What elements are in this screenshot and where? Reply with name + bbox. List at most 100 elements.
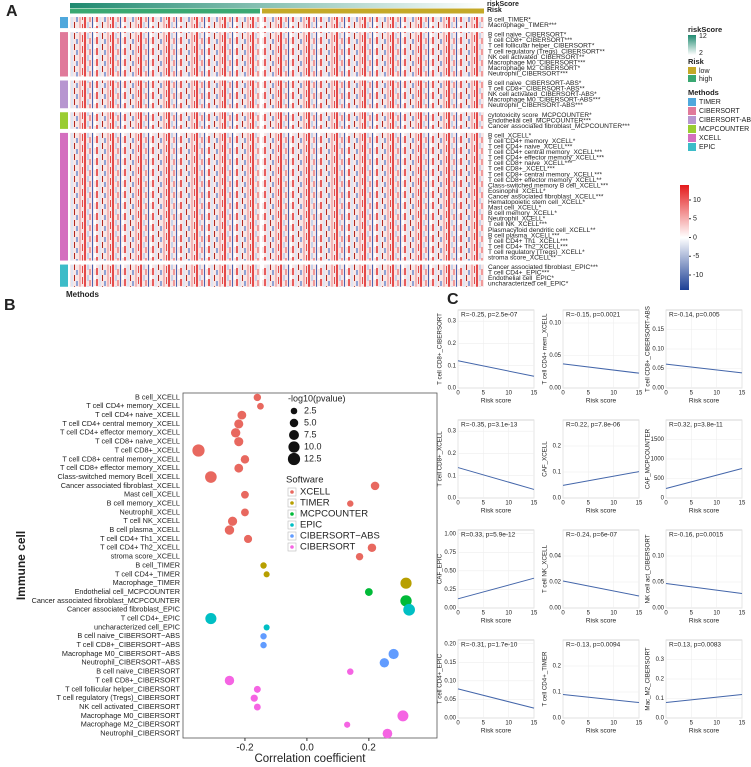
row-label: B cell_TIMER* [488, 17, 531, 24]
method-bar [60, 32, 68, 77]
y-tick-label: 0 [661, 496, 665, 502]
y-tick-label: 0.05 [652, 580, 664, 586]
x-tick-label: 15 [636, 501, 643, 507]
y-axis-label: CAF_MCPCOUNTER [645, 428, 652, 489]
dot [260, 641, 267, 649]
y-tick-label: 0.1 [448, 363, 457, 369]
y-axis-label: T cell CD4+_TIMER [542, 651, 549, 707]
legend-swatch [688, 134, 696, 142]
heatmap-block [262, 17, 484, 29]
legend-dot [290, 545, 294, 549]
dot [230, 428, 241, 438]
row-label: T cell CD8+_CIBERSORT-ABS** [488, 86, 585, 93]
legend-dot [290, 501, 294, 505]
y-tick-label: 0.15 [444, 660, 456, 666]
x-tick-label: 15 [739, 501, 746, 507]
y-tick-label: T cell CD8+_CIBERSORT [95, 675, 180, 684]
panel-label: C [447, 291, 459, 308]
dot [263, 624, 270, 631]
row-label: T cell CD8+_CIBERSORT*** [488, 37, 573, 44]
method-bar [60, 112, 68, 129]
y-tick-label: 1000 [651, 457, 665, 463]
row-label: T cell CD4+_EPIC*** [488, 270, 550, 277]
size-legend-dot [288, 441, 300, 453]
size-legend-label: 7.5 [304, 429, 317, 439]
legend-dot [290, 490, 294, 494]
row-label: T cell CD4+ Th2_XCELL*** [488, 243, 568, 250]
y-tick-label: 0.50 [444, 568, 456, 574]
y-tick-label: 0.00 [652, 386, 664, 392]
x-tick-label: 10 [713, 501, 720, 507]
row-label: T cell CD8+ naive_XCELL*** [488, 160, 573, 167]
row-label: Endothelial cell_EPIC* [488, 275, 554, 282]
legend-label: MCPCOUNTER [300, 509, 368, 520]
x-tick-label: 5 [587, 611, 591, 617]
y-tick-label: B cell memory_XCELL [107, 498, 180, 507]
y-tick-label: B cell_XCELL [135, 392, 180, 401]
dot [234, 463, 244, 473]
row-label: Macrophage_TIMER*** [488, 22, 557, 29]
heatmap-block [262, 112, 484, 129]
x-tick-label: 10 [505, 391, 512, 397]
y-axis-label: T cell CD8+_CIBERSORT-ABS [645, 306, 652, 392]
y-axis-label: T cell CD8+_CIBERSORT [437, 313, 444, 385]
y-tick-label: T cell CD8+ central memory_XCELL [62, 454, 180, 463]
x-tick-label: 15 [636, 611, 643, 617]
y-axis-label: NK cell act_CIBERSORT [645, 534, 652, 603]
row-label: T cell regulatory (Tregs)_XCELL* [488, 249, 585, 256]
annotation: R=-0.14, p=0.005 [669, 312, 720, 319]
dot [241, 508, 249, 517]
legend-swatch [688, 67, 696, 74]
annotation: R=-0.31, p=1.7e-10 [461, 642, 518, 649]
dot [224, 675, 235, 686]
trend-line [562, 363, 640, 374]
panel-label: B [4, 297, 16, 314]
x-tick-label: 10 [610, 721, 617, 727]
y-tick-label: B cell naive_CIBERSORT−ABS [77, 631, 180, 640]
annotation: R=0.13, p=0.0083 [669, 642, 721, 649]
legend-title: Software [286, 475, 324, 486]
row-label: B cell naive_CIBERSORT-ABS* [488, 80, 582, 87]
size-legend-label: 10.0 [304, 441, 322, 451]
y-tick-label: 0.10 [549, 321, 561, 327]
row-label: B cell_XCELL* [488, 132, 532, 139]
method-bar [60, 132, 68, 261]
x-tick-label: 0 [456, 501, 460, 507]
trend-line [457, 467, 535, 490]
heatmap-block [70, 17, 260, 29]
dot [355, 552, 364, 561]
y-tick-label: 0.0 [448, 386, 457, 392]
dot [241, 490, 249, 499]
colorbar-tick-label: 0 [693, 234, 697, 241]
y-tick-label: Cancer associated fibroblast_MCPCOUNTER [32, 596, 180, 605]
row-label: Macrophage M0_CIBERSORT-ABS*** [488, 97, 601, 104]
x-tick-label: 15 [739, 611, 746, 617]
size-legend-label: 2.5 [304, 405, 317, 415]
y-tick-label: T cell CD8+_CIBERSORT−ABS [76, 640, 180, 649]
y-tick-label: 0.20 [444, 641, 456, 647]
dot [347, 500, 354, 507]
x-tick-label: 10 [610, 611, 617, 617]
legend-title: Methods [688, 88, 719, 97]
y-tick-label: 1.00 [444, 531, 456, 537]
heatmap-block [70, 80, 260, 109]
y-tick-label: 0.3 [448, 429, 457, 435]
trend-line [457, 360, 535, 377]
y-tick-label: 0.00 [652, 606, 664, 612]
x-axis-label: Methods [66, 290, 99, 299]
y-tick-label: 0.1 [448, 473, 457, 479]
row-label: Class-switched memory B cell_XCELL*** [488, 182, 609, 189]
row-label: Cancer associated fibroblast_EPIC*** [488, 264, 598, 271]
dot [400, 595, 412, 607]
dot [344, 721, 351, 728]
annotation: R=-0.24, p=6e-07 [566, 532, 617, 539]
y-tick-label: T cell CD4+ effector memory_XCELL [60, 428, 180, 437]
y-tick-label: 0.1 [553, 690, 562, 696]
x-tick-label: 10 [505, 611, 512, 617]
y-tick-label: B cell_TIMER [135, 560, 180, 569]
dot [237, 410, 247, 420]
trend-line [457, 688, 535, 709]
y-tick-label: 0.2 [553, 444, 562, 450]
y-tick-label: Mast cell_XCELL [124, 490, 180, 499]
